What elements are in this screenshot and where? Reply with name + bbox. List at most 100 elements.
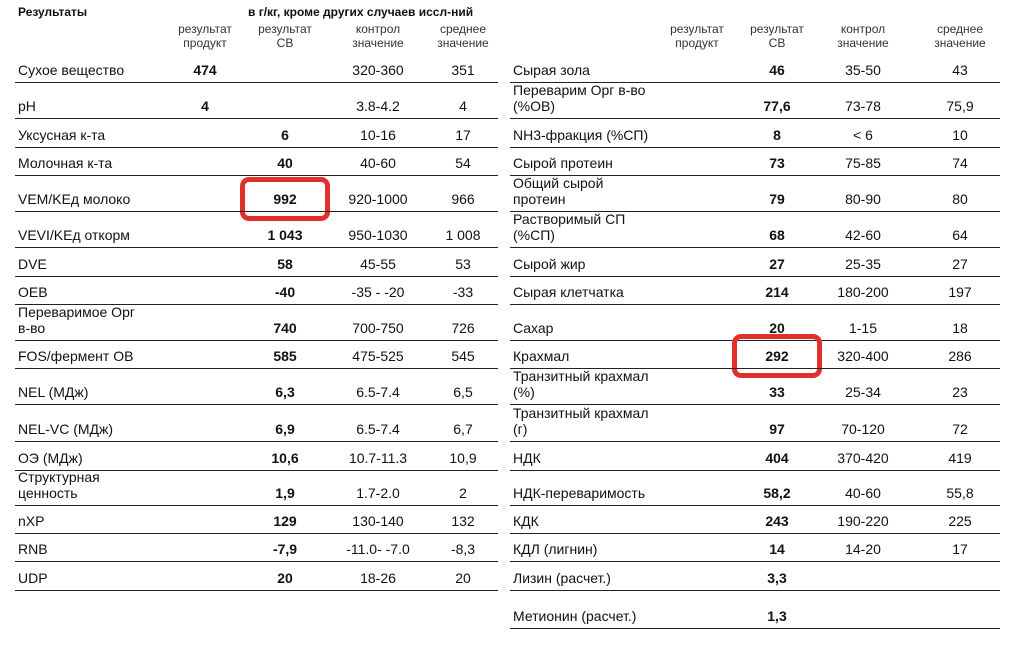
row-label: ОЭ (МДж) bbox=[18, 450, 83, 466]
row-label: Переварим Орг в-во (%OB) bbox=[513, 82, 646, 114]
cell-sv: -7,9 bbox=[272, 541, 298, 557]
row-label: Сырой жир bbox=[513, 256, 586, 272]
cell-mean: 726 bbox=[451, 320, 475, 336]
cell-sv: 1,3 bbox=[767, 608, 787, 624]
row-label: Растворимый СП (%СП) bbox=[513, 211, 626, 243]
cell-control: 35-50 bbox=[845, 62, 881, 78]
row-label: НДК bbox=[513, 450, 541, 466]
row-line bbox=[510, 368, 1000, 369]
row-label: Молочная к-та bbox=[18, 155, 113, 171]
row-line bbox=[15, 276, 498, 277]
cell-mean: 225 bbox=[948, 513, 972, 529]
row-line bbox=[15, 211, 498, 212]
cell-sv: 292 bbox=[765, 348, 789, 364]
row-line bbox=[15, 82, 498, 83]
cell-control: 320-400 bbox=[837, 348, 889, 364]
cell-control: -35 - -20 bbox=[351, 284, 405, 300]
cell-sv: 46 bbox=[769, 62, 785, 78]
cell-control: -11.0- -7.0 bbox=[346, 541, 410, 557]
cell-sv: 20 bbox=[277, 570, 293, 586]
cell-control: 73-78 bbox=[845, 98, 881, 114]
row-line bbox=[15, 470, 498, 471]
cell-mean: 351 bbox=[451, 62, 475, 78]
cell-control: 180-200 bbox=[837, 284, 889, 300]
cell-mean: 966 bbox=[451, 191, 475, 207]
cell-mean: 10 bbox=[952, 127, 968, 143]
units-note: в г/кг, кроме других случаев иссл-ний bbox=[248, 5, 474, 19]
cell-mean: 6,5 bbox=[453, 384, 473, 400]
cell-sv: 1,9 bbox=[275, 485, 295, 501]
cell-sv: 3,3 bbox=[767, 570, 787, 586]
row-line bbox=[15, 118, 498, 119]
cell-sv: 10,6 bbox=[271, 450, 299, 466]
row-line bbox=[510, 561, 1000, 562]
row-line bbox=[15, 247, 498, 248]
row-line bbox=[510, 533, 1000, 534]
row-label: Переваримое Орг в-во bbox=[18, 304, 135, 336]
cell-mean: 17 bbox=[455, 127, 471, 143]
cell-mean: 72 bbox=[952, 421, 968, 437]
cell-sv: 214 bbox=[765, 284, 789, 300]
cell-control: 130-140 bbox=[352, 513, 404, 529]
row-label: FOS/фермент OB bbox=[18, 348, 134, 364]
cell-sv: 97 bbox=[769, 421, 785, 437]
cell-mean: -33 bbox=[452, 284, 474, 300]
cell-mean: 55,8 bbox=[946, 485, 974, 501]
cell-control: 10-16 bbox=[360, 127, 396, 143]
row-line bbox=[15, 175, 498, 176]
row-label: UDP bbox=[18, 570, 48, 586]
cell-control: 920-1000 bbox=[348, 191, 408, 207]
row-label: OEB bbox=[18, 284, 48, 300]
row-line bbox=[510, 590, 1000, 591]
row-line bbox=[15, 340, 498, 341]
row-line bbox=[510, 505, 1000, 506]
cell-control: 700-750 bbox=[352, 320, 404, 336]
cell-sv: 27 bbox=[769, 256, 785, 272]
cell-mean: 75,9 bbox=[946, 98, 974, 114]
cell-sv: -40 bbox=[274, 284, 296, 300]
cell-control: 320-360 bbox=[352, 62, 404, 78]
column-header: контрол значение bbox=[352, 22, 404, 50]
cell-mean: 10,9 bbox=[449, 450, 477, 466]
cell-mean: 132 bbox=[451, 513, 475, 529]
cell-control: 190-220 bbox=[837, 513, 889, 529]
cell-mean: 74 bbox=[952, 155, 968, 171]
column-header: среднее значение bbox=[934, 22, 986, 50]
cell-control: 18-26 bbox=[360, 570, 396, 586]
row-line bbox=[510, 340, 1000, 341]
cell-sv: 20 bbox=[769, 320, 785, 336]
row-label: Структурная ценность bbox=[18, 469, 100, 501]
cell-mean: 80 bbox=[952, 191, 968, 207]
row-label: NEL-VC (МДж) bbox=[18, 421, 114, 437]
cell-sv: 73 bbox=[769, 155, 785, 171]
row-line bbox=[15, 441, 498, 442]
row-line bbox=[510, 628, 1000, 629]
row-line bbox=[15, 304, 498, 305]
row-label: Сырая зола bbox=[513, 62, 590, 78]
row-line bbox=[15, 590, 498, 591]
title: Результаты bbox=[18, 5, 88, 19]
row-line bbox=[15, 404, 498, 405]
cell-sv: 6,3 bbox=[275, 384, 295, 400]
cell-control: 40-60 bbox=[360, 155, 396, 171]
cell-control: 14-20 bbox=[845, 541, 881, 557]
cell-mean: 286 bbox=[948, 348, 972, 364]
row-label: Сухое вещество bbox=[18, 62, 125, 78]
row-line bbox=[15, 505, 498, 506]
cell-product: 4 bbox=[201, 98, 209, 114]
cell-mean: 6,7 bbox=[453, 421, 473, 437]
cell-mean: 43 bbox=[952, 62, 968, 78]
cell-control: 6.5-7.4 bbox=[356, 421, 400, 437]
cell-sv: 6 bbox=[281, 127, 289, 143]
row-label: Сырой протеин bbox=[513, 155, 613, 171]
cell-sv: 68 bbox=[769, 227, 785, 243]
cell-control: 950-1030 bbox=[348, 227, 408, 243]
row-line bbox=[510, 470, 1000, 471]
column-header: результат продукт bbox=[178, 22, 232, 50]
row-line bbox=[510, 404, 1000, 405]
row-label: pH bbox=[18, 98, 36, 114]
cell-control: 40-60 bbox=[845, 485, 881, 501]
cell-sv: 58 bbox=[277, 256, 293, 272]
cell-sv: 6,9 bbox=[275, 421, 295, 437]
